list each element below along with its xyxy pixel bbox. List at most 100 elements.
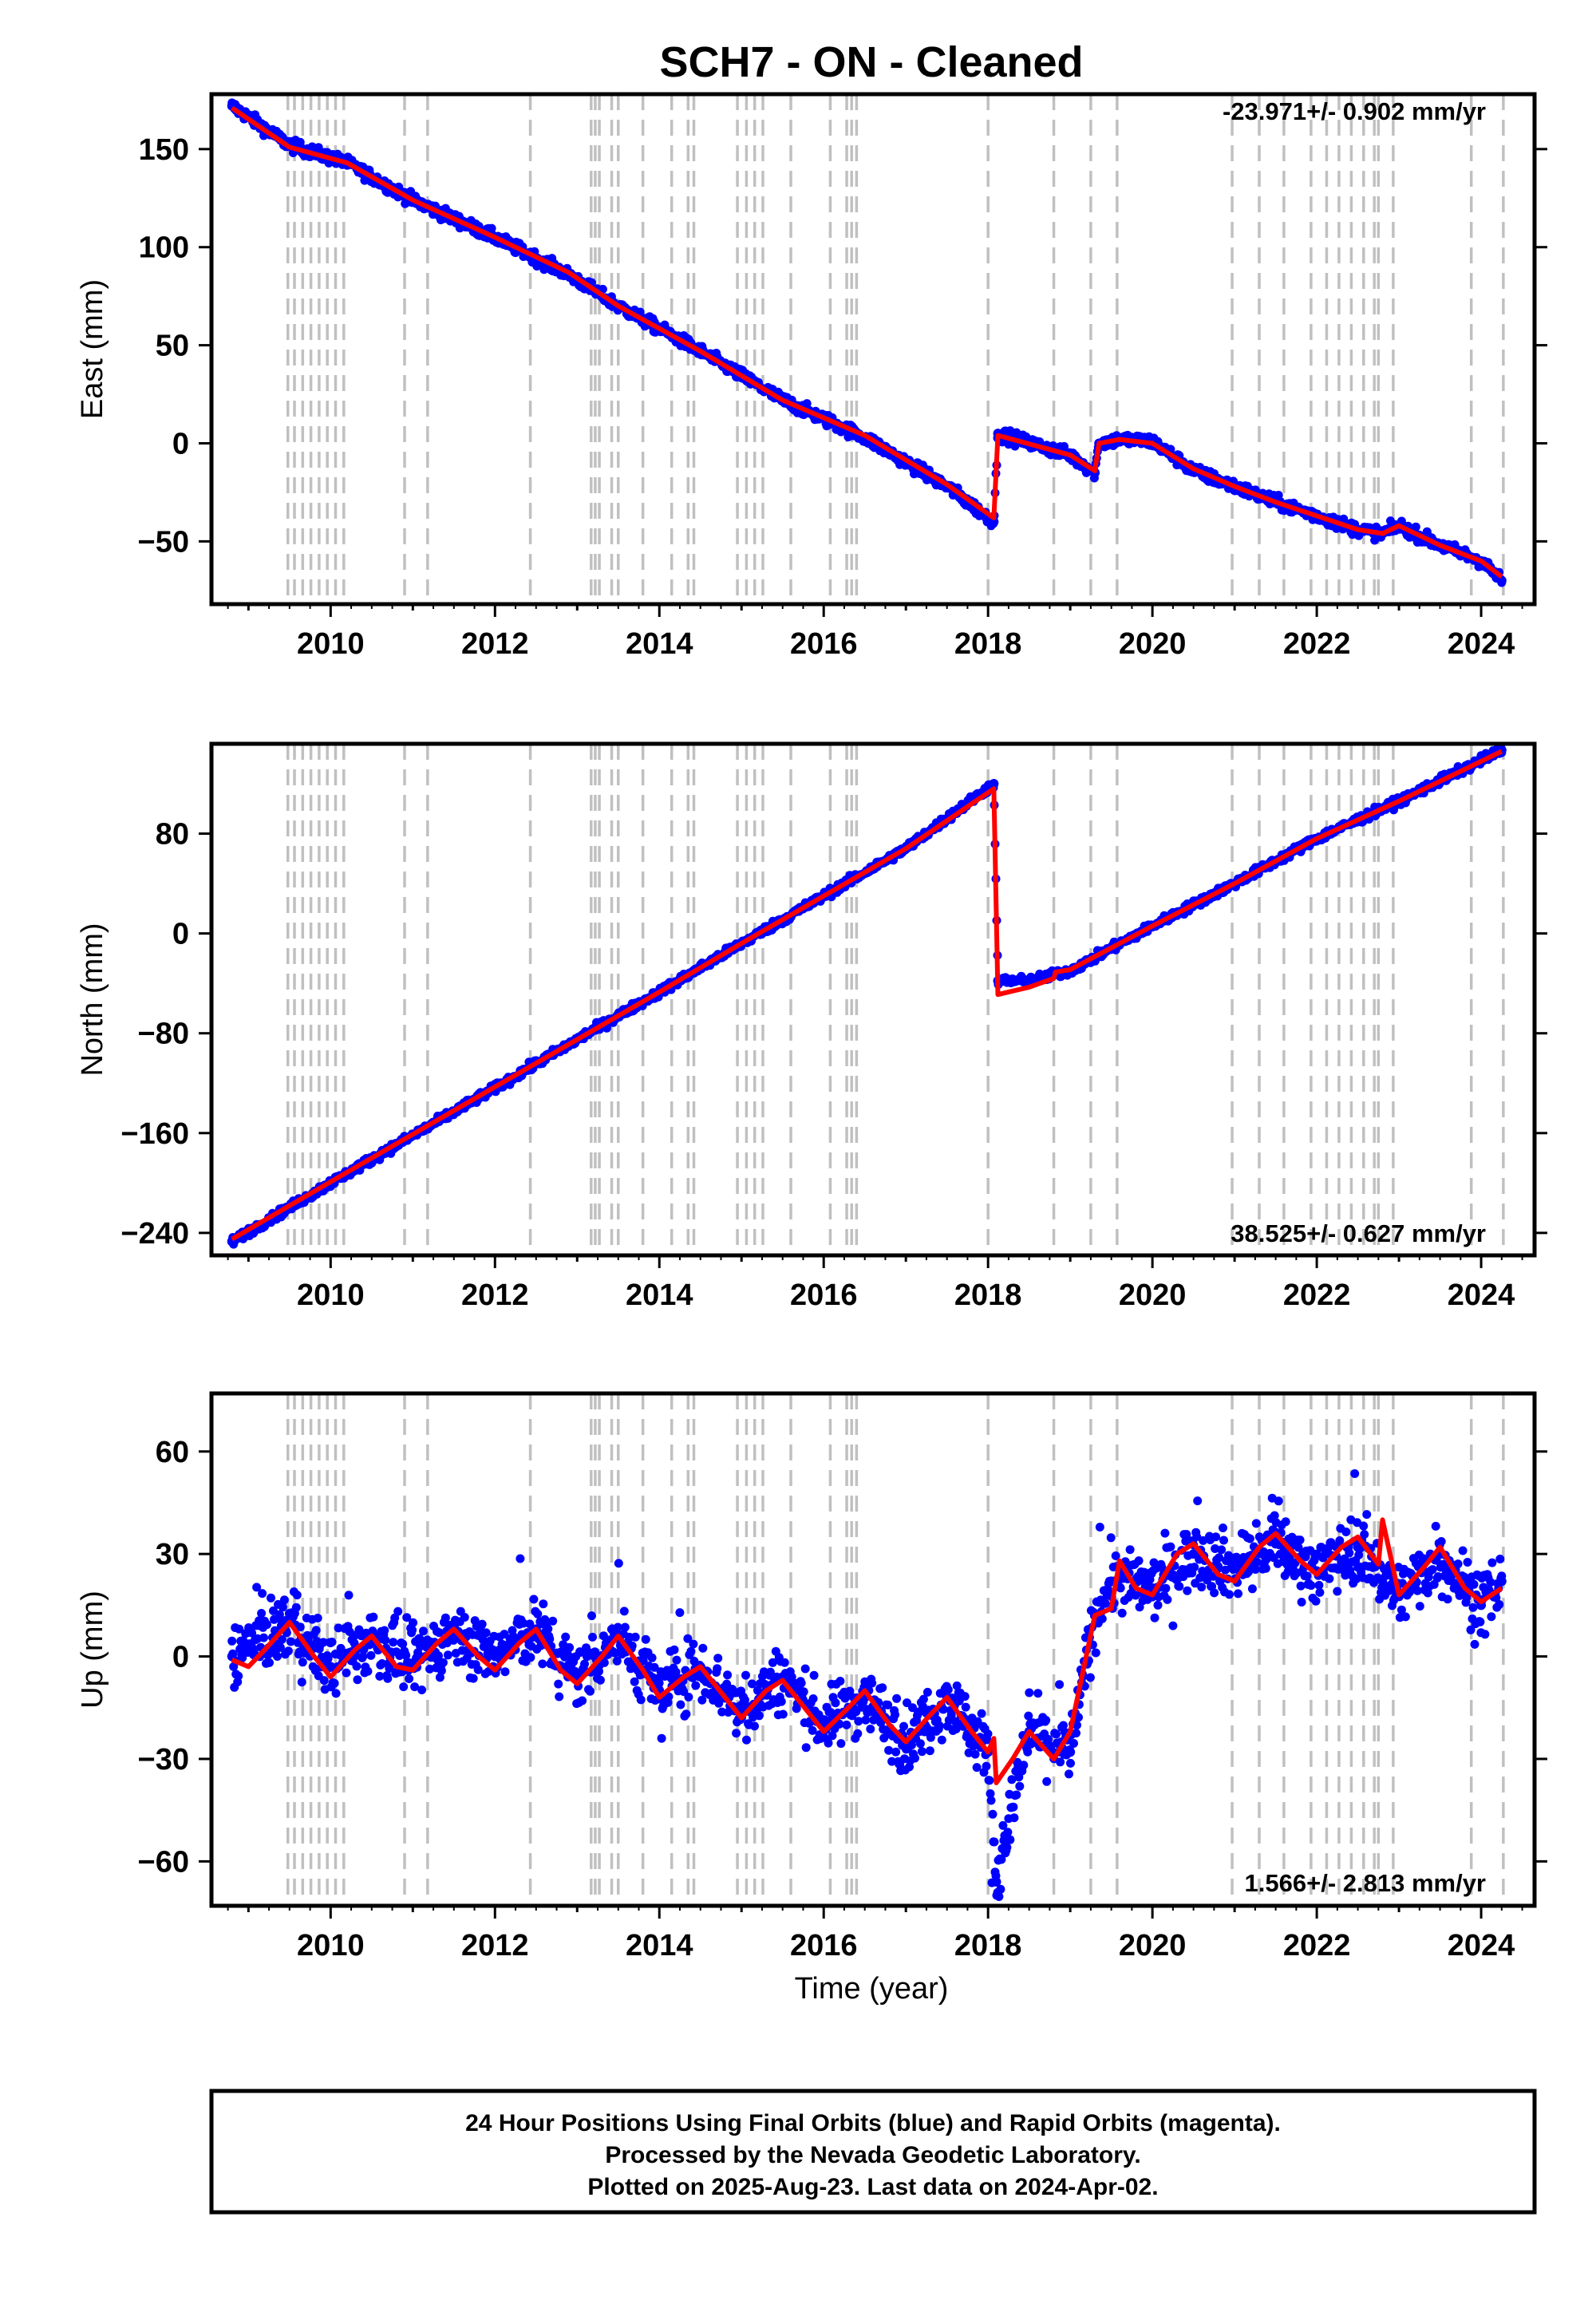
data-point [363,1666,373,1676]
y-tick-label: −80 [138,1018,189,1051]
data-point [1281,1517,1290,1527]
data-point [353,1675,362,1685]
y-tick-label: 0 [172,427,189,460]
data-point [723,1670,733,1680]
data-point [828,1731,837,1741]
data-point [925,1746,934,1756]
data-point [994,1892,1004,1901]
data-point [647,1653,657,1662]
data-point [481,1628,491,1638]
data-point [776,1697,786,1706]
data-point [732,1729,741,1738]
data-point [934,1721,944,1730]
data-point [588,1632,597,1642]
data-point [468,1674,478,1683]
data-point [1160,1528,1170,1538]
data-point [402,1613,412,1622]
data-point [1023,1747,1033,1757]
data-point [908,1703,917,1713]
data-point [884,1745,894,1755]
data-point [235,1624,244,1634]
data-point [1002,1843,1012,1852]
data-point [918,1694,928,1704]
data-point [988,1809,998,1819]
data-point [1150,1613,1159,1622]
data-point [331,1689,341,1698]
data-point [313,1614,322,1622]
data-point [989,516,999,527]
data-point [419,1626,428,1636]
data-point [344,1591,354,1600]
data-point [409,1618,418,1627]
data-point [989,779,999,789]
data-point [1072,1729,1080,1738]
data-point [1496,575,1507,586]
data-point [1247,1584,1257,1594]
y-tick-label: 80 [156,818,189,852]
data-point [654,1678,664,1688]
data-point [1015,1781,1025,1791]
data-point [529,1595,539,1604]
x-tick-label: 2022 [1283,1279,1351,1312]
data-point [612,1656,622,1666]
data-point [1234,1589,1242,1599]
data-point [417,1686,427,1694]
data-point [1095,1523,1104,1531]
data-point [334,1623,343,1633]
data-point [922,1687,932,1697]
data-point [741,1695,749,1705]
x-tick-label: 2024 [1448,1279,1515,1312]
data-point [866,1725,875,1733]
data-point [986,1789,995,1798]
data-point [796,1678,806,1688]
data-point [1024,976,1034,986]
data-point [1270,1511,1279,1520]
data-point [808,1694,818,1703]
data-point [1311,1596,1321,1606]
data-point [681,1709,691,1719]
data-point [697,1695,707,1705]
data-point [257,1609,267,1618]
data-point [742,1735,751,1745]
data-point [375,1671,385,1681]
data-point [519,1618,528,1628]
data-point [938,1705,948,1714]
data-point [538,1659,547,1669]
data-point [565,1642,575,1652]
data-point [358,1652,368,1661]
data-point [545,1634,555,1644]
data-point [891,1710,900,1720]
data-point [636,1695,646,1705]
data-point [1274,1496,1283,1506]
data-point [620,1622,630,1632]
x-tick-label: 2018 [954,1279,1022,1312]
data-point [1069,1739,1078,1748]
data-point [824,1738,833,1748]
rate-label: -23.971+/- 0.902 mm/yr [1223,97,1486,125]
data-point [352,1662,361,1671]
data-point [998,1820,1008,1830]
data-point [1252,1557,1262,1567]
data-point [1056,1757,1065,1767]
data-point [1065,1769,1073,1779]
data-point [1060,441,1069,451]
data-point [587,1611,596,1621]
event-lines [286,744,1505,1255]
y-tick-label: −240 [120,1217,189,1251]
data-point [508,1626,517,1635]
data-point [1066,1758,1075,1768]
y-axis-label: North (mm) [76,923,109,1076]
data-point [684,1693,693,1701]
data-point [982,1761,991,1771]
data-point [252,1583,262,1592]
data-point [275,1642,285,1652]
data-point [809,1670,819,1680]
data-point [548,1616,558,1626]
data-point [836,1739,846,1749]
data-point [1261,1563,1270,1573]
panel-north: 2010 2012 2014 2016 2018 2020 2022 2024800−80−1… [76,741,1547,1312]
data-point [437,1666,446,1675]
data-point [318,1638,328,1647]
data-point [1314,1580,1324,1590]
